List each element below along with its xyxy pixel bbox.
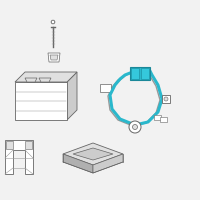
Polygon shape: [131, 68, 139, 79]
Bar: [25, 141, 32, 149]
Polygon shape: [5, 140, 33, 174]
Polygon shape: [141, 68, 149, 79]
Bar: [6, 141, 13, 149]
Polygon shape: [15, 72, 77, 82]
Polygon shape: [160, 117, 167, 122]
Polygon shape: [51, 20, 55, 24]
Circle shape: [129, 121, 141, 133]
Polygon shape: [130, 67, 150, 80]
Polygon shape: [25, 78, 37, 82]
Polygon shape: [100, 84, 111, 92]
Polygon shape: [48, 53, 60, 62]
Polygon shape: [63, 143, 123, 165]
Polygon shape: [39, 78, 51, 82]
Circle shape: [164, 97, 168, 101]
Polygon shape: [63, 154, 93, 173]
Polygon shape: [67, 72, 77, 120]
Circle shape: [132, 124, 138, 130]
Polygon shape: [162, 95, 170, 103]
Polygon shape: [50, 55, 58, 60]
Polygon shape: [15, 82, 67, 120]
Polygon shape: [154, 115, 161, 120]
Polygon shape: [93, 154, 123, 173]
Polygon shape: [73, 148, 113, 160]
